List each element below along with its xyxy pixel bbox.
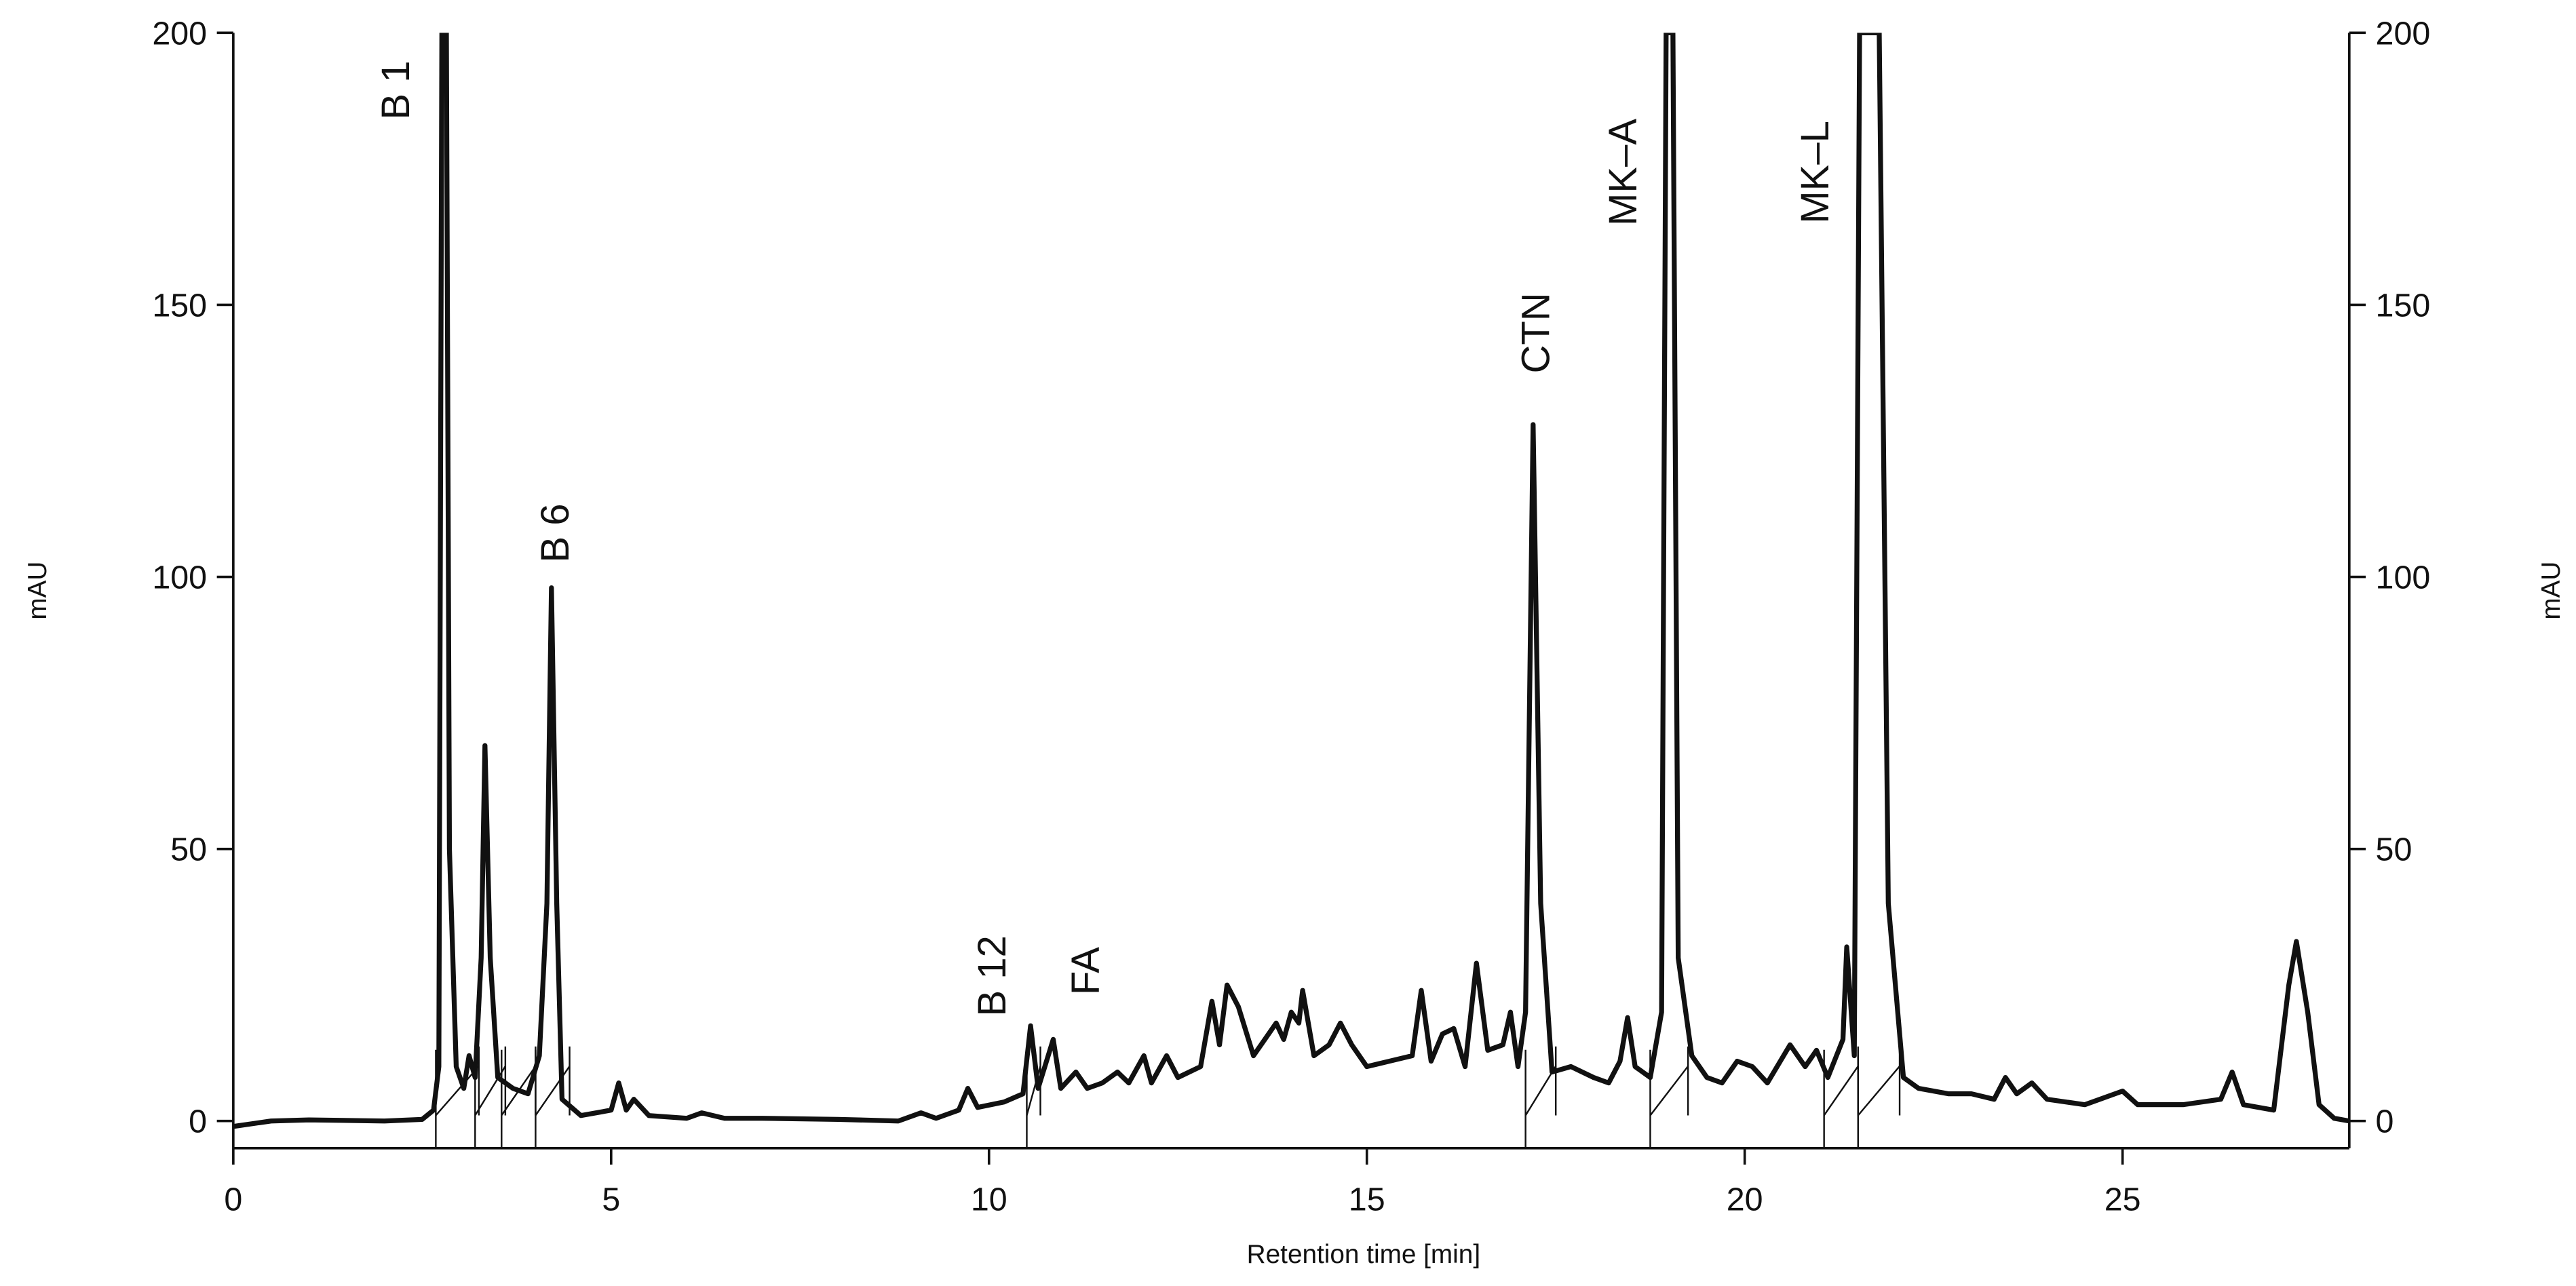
chromatogram-line bbox=[233, 33, 2349, 1129]
x-tick-label: 25 bbox=[2104, 1182, 2141, 1218]
integration-baseline bbox=[1524, 1066, 1557, 1116]
peak-label: MK–L bbox=[1793, 121, 1837, 224]
integration-baseline bbox=[1823, 1066, 1859, 1116]
peak-label: CTN bbox=[1514, 292, 1558, 373]
peak-label: FA bbox=[1064, 947, 1108, 995]
peak-label: B 12 bbox=[970, 935, 1014, 1016]
x-tick-label: 5 bbox=[602, 1182, 620, 1218]
peak-label: MK–A bbox=[1601, 119, 1645, 226]
y-tick-label: 50 bbox=[170, 832, 207, 868]
y2-tick-label: 150 bbox=[2376, 287, 2431, 324]
integration-baseline bbox=[1857, 1066, 1900, 1116]
x-tick-label: 10 bbox=[971, 1182, 1007, 1218]
x-tick-label: 20 bbox=[1727, 1182, 1763, 1218]
x-tick-label: 0 bbox=[224, 1182, 242, 1218]
y-tick-label: 0 bbox=[189, 1104, 207, 1140]
integration-baseline bbox=[1649, 1066, 1689, 1116]
x-tick-label: 15 bbox=[1349, 1182, 1385, 1218]
y-tick-label: 150 bbox=[152, 287, 207, 324]
integration-baseline bbox=[474, 1066, 506, 1116]
y-tick-label: 200 bbox=[152, 15, 207, 52]
integration-baseline bbox=[535, 1066, 571, 1116]
peak-label: B 6 bbox=[533, 503, 577, 562]
y2-tick-label: 100 bbox=[2376, 560, 2431, 596]
y-tick-label: 100 bbox=[152, 560, 207, 596]
y-axis-title: mAU bbox=[23, 562, 52, 620]
y2-tick-label: 200 bbox=[2376, 15, 2431, 52]
peak-label: B 1 bbox=[374, 60, 418, 119]
y2-axis-title: mAU bbox=[2537, 562, 2566, 620]
x-axis-title: Retention time [min] bbox=[1247, 1240, 1480, 1269]
y2-tick-label: 50 bbox=[2376, 832, 2412, 868]
y2-tick-label: 0 bbox=[2376, 1104, 2394, 1140]
